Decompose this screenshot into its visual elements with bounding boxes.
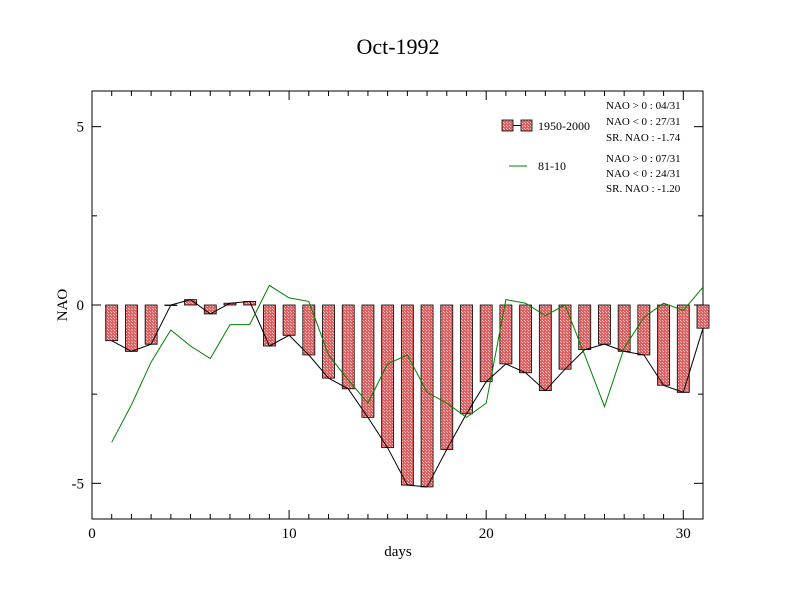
- bar-series: [105, 299, 710, 488]
- legend: 1950-2000 NAO > 0 : 04/31 NAO < 0 : 27/3…: [501, 100, 681, 195]
- legend-bar-swatch-right: [520, 119, 533, 132]
- y-tick-label: -5: [72, 476, 85, 492]
- bar-day-15: [381, 304, 395, 449]
- x-axis-label: days: [384, 544, 412, 560]
- y-tick-label: 0: [77, 298, 85, 314]
- legend-stat-line-neg: NAO < 0 : 24/31: [606, 168, 681, 180]
- bar-day-17: [420, 304, 434, 488]
- bar-day-26: [598, 304, 611, 345]
- bar-day-21: [499, 304, 513, 365]
- bar-day-2: [125, 304, 138, 352]
- bar-day-10: [282, 304, 296, 336]
- bar-day-28: [637, 304, 651, 356]
- bar-day-9: [262, 304, 276, 347]
- y-axis-label: NAO: [55, 289, 71, 322]
- bar-day-22: [519, 304, 533, 374]
- legend-stat-bars-sr: SR. NAO : -1.74: [606, 132, 681, 144]
- line-series: [111, 284, 704, 488]
- bar-day-31: [696, 304, 710, 329]
- bar-day-18: [440, 304, 454, 450]
- bar-day-23: [538, 304, 552, 391]
- bar-day-20: [479, 304, 493, 383]
- x-tick-label: 0: [88, 526, 96, 542]
- legend-label-line: 81-10: [538, 159, 566, 173]
- axis-ticks: 0 10 20 30 -5 0 5: [72, 91, 704, 542]
- x-tick-label: 20: [479, 526, 494, 542]
- chart-title: Oct-1992: [356, 34, 439, 59]
- x-tick-label: 10: [282, 526, 297, 542]
- bar-day-3: [144, 304, 158, 345]
- legend-stat-line-sr: SR. NAO : -1.20: [606, 183, 681, 195]
- bar-day-13: [341, 304, 355, 390]
- bar-day-1: [105, 304, 119, 342]
- bar-day-6: [203, 304, 217, 315]
- legend-label-bars: 1950-2000: [538, 119, 590, 133]
- x-tick-label: 30: [676, 526, 691, 542]
- bar-day-25: [578, 304, 592, 350]
- bar-day-14: [361, 304, 375, 418]
- bar-day-29: [657, 304, 670, 386]
- bar-day-19: [460, 304, 473, 415]
- y-tick-label: 5: [77, 120, 85, 136]
- legend-stat-bars-neg: NAO < 0 : 27/31: [606, 116, 681, 128]
- bar-day-27: [617, 304, 631, 352]
- legend-stat-line-pos: NAO > 0 : 07/31: [606, 153, 681, 165]
- series-line-81-10: [111, 284, 704, 443]
- legend-stat-bars-pos: NAO > 0 : 04/31: [606, 100, 681, 112]
- bar-series-outline: [111, 299, 704, 488]
- bar-day-16: [400, 304, 414, 486]
- bar-day-12: [322, 304, 335, 379]
- legend-bar-swatch-left: [501, 119, 514, 132]
